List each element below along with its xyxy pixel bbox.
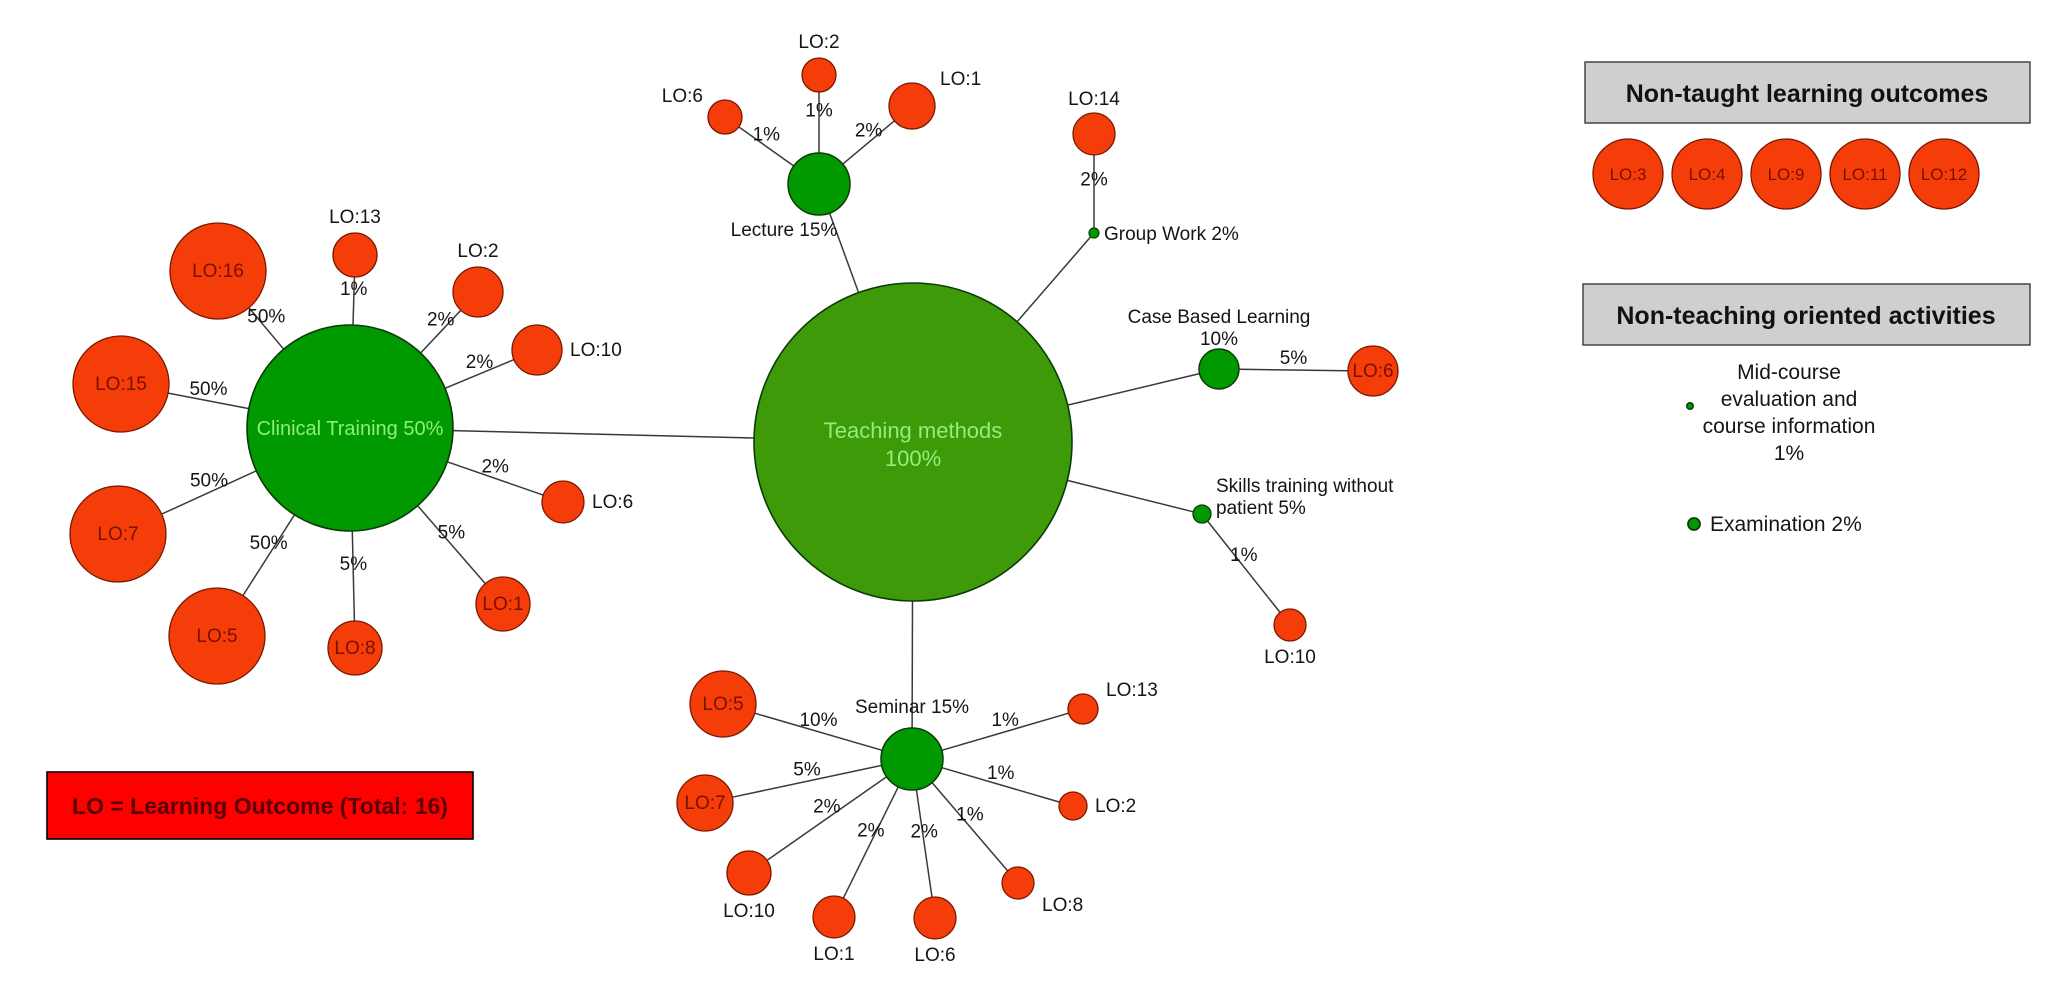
svg-text:LO:15: LO:15 xyxy=(95,374,147,395)
svg-text:5%: 5% xyxy=(1280,348,1308,369)
svg-text:LO:1: LO:1 xyxy=(482,594,523,615)
svg-text:LO:2: LO:2 xyxy=(798,32,839,53)
svg-text:Case Based Learning: Case Based Learning xyxy=(1128,307,1311,328)
svg-text:5%: 5% xyxy=(793,759,821,780)
svg-text:LO:4: LO:4 xyxy=(1689,165,1726,184)
svg-text:2%: 2% xyxy=(857,821,885,842)
svg-text:LO:16: LO:16 xyxy=(192,261,244,282)
svg-text:LO:2: LO:2 xyxy=(457,241,498,262)
svg-text:LO:6: LO:6 xyxy=(592,492,633,513)
svg-text:Non-teaching oriented activiti: Non-teaching oriented activities xyxy=(1616,302,1995,330)
svg-text:5%: 5% xyxy=(438,523,466,544)
svg-text:LO:8: LO:8 xyxy=(334,638,375,659)
svg-text:10%: 10% xyxy=(799,710,837,731)
svg-text:LO:3: LO:3 xyxy=(1610,165,1647,184)
svg-text:LO:1: LO:1 xyxy=(940,69,981,90)
svg-text:Skills training without: Skills training without xyxy=(1216,476,1394,497)
svg-text:2%: 2% xyxy=(910,821,938,842)
svg-text:patient 5%: patient 5% xyxy=(1216,498,1306,519)
svg-text:LO:1: LO:1 xyxy=(813,944,854,965)
svg-text:Lecture 15%: Lecture 15% xyxy=(731,220,838,241)
svg-text:LO:2: LO:2 xyxy=(1095,796,1136,817)
svg-text:Teaching methods: Teaching methods xyxy=(824,418,1003,443)
svg-text:1%: 1% xyxy=(340,279,368,300)
svg-text:course information: course information xyxy=(1703,415,1876,438)
svg-text:LO:13: LO:13 xyxy=(1106,680,1158,701)
svg-text:LO:9: LO:9 xyxy=(1768,165,1805,184)
svg-text:LO:11: LO:11 xyxy=(1842,165,1887,184)
svg-text:10%: 10% xyxy=(1200,329,1238,350)
svg-text:1%: 1% xyxy=(956,805,984,826)
svg-text:LO:14: LO:14 xyxy=(1068,89,1120,110)
svg-text:100%: 100% xyxy=(885,446,941,471)
svg-text:2%: 2% xyxy=(481,457,509,478)
svg-text:LO:7: LO:7 xyxy=(97,524,138,545)
svg-text:Mid-course: Mid-course xyxy=(1737,361,1841,384)
svg-text:50%: 50% xyxy=(190,470,228,491)
svg-text:LO:7: LO:7 xyxy=(684,793,725,814)
svg-text:2%: 2% xyxy=(427,310,455,331)
svg-text:2%: 2% xyxy=(813,797,841,818)
svg-text:1%: 1% xyxy=(1774,442,1804,465)
svg-text:LO:6: LO:6 xyxy=(662,86,703,107)
svg-text:LO:6: LO:6 xyxy=(914,945,955,966)
svg-text:1%: 1% xyxy=(805,101,833,122)
svg-text:LO:8: LO:8 xyxy=(1042,895,1083,916)
svg-text:LO = Learning Outcome (Total:: LO = Learning Outcome (Total: 16) xyxy=(72,793,448,819)
svg-text:LO:10: LO:10 xyxy=(723,901,775,922)
svg-text:Clinical Training 50%: Clinical Training 50% xyxy=(257,418,444,440)
svg-text:1%: 1% xyxy=(991,710,1019,731)
svg-text:2%: 2% xyxy=(855,120,883,141)
svg-text:Examination 2%: Examination 2% xyxy=(1710,513,1862,536)
svg-text:LO:10: LO:10 xyxy=(1264,647,1316,668)
svg-text:Non-taught learning outcomes: Non-taught learning outcomes xyxy=(1626,80,1989,108)
svg-text:LO:12: LO:12 xyxy=(1921,165,1967,184)
svg-text:1%: 1% xyxy=(1230,545,1258,566)
svg-text:LO:10: LO:10 xyxy=(570,340,622,361)
svg-text:2%: 2% xyxy=(1080,170,1108,191)
svg-text:1%: 1% xyxy=(987,763,1015,784)
svg-text:50%: 50% xyxy=(247,307,285,328)
svg-text:LO:13: LO:13 xyxy=(329,207,381,228)
svg-text:LO:5: LO:5 xyxy=(702,694,743,715)
svg-text:2%: 2% xyxy=(466,352,494,373)
svg-text:5%: 5% xyxy=(340,554,368,575)
svg-text:50%: 50% xyxy=(189,379,227,400)
svg-text:Seminar 15%: Seminar 15% xyxy=(855,697,969,718)
svg-text:50%: 50% xyxy=(250,533,288,554)
svg-text:LO:6: LO:6 xyxy=(1352,361,1393,382)
svg-text:1%: 1% xyxy=(753,124,781,145)
svg-text:Group Work 2%: Group Work 2% xyxy=(1104,224,1239,245)
svg-text:evaluation and: evaluation and xyxy=(1721,388,1858,411)
svg-text:LO:5: LO:5 xyxy=(196,626,237,647)
